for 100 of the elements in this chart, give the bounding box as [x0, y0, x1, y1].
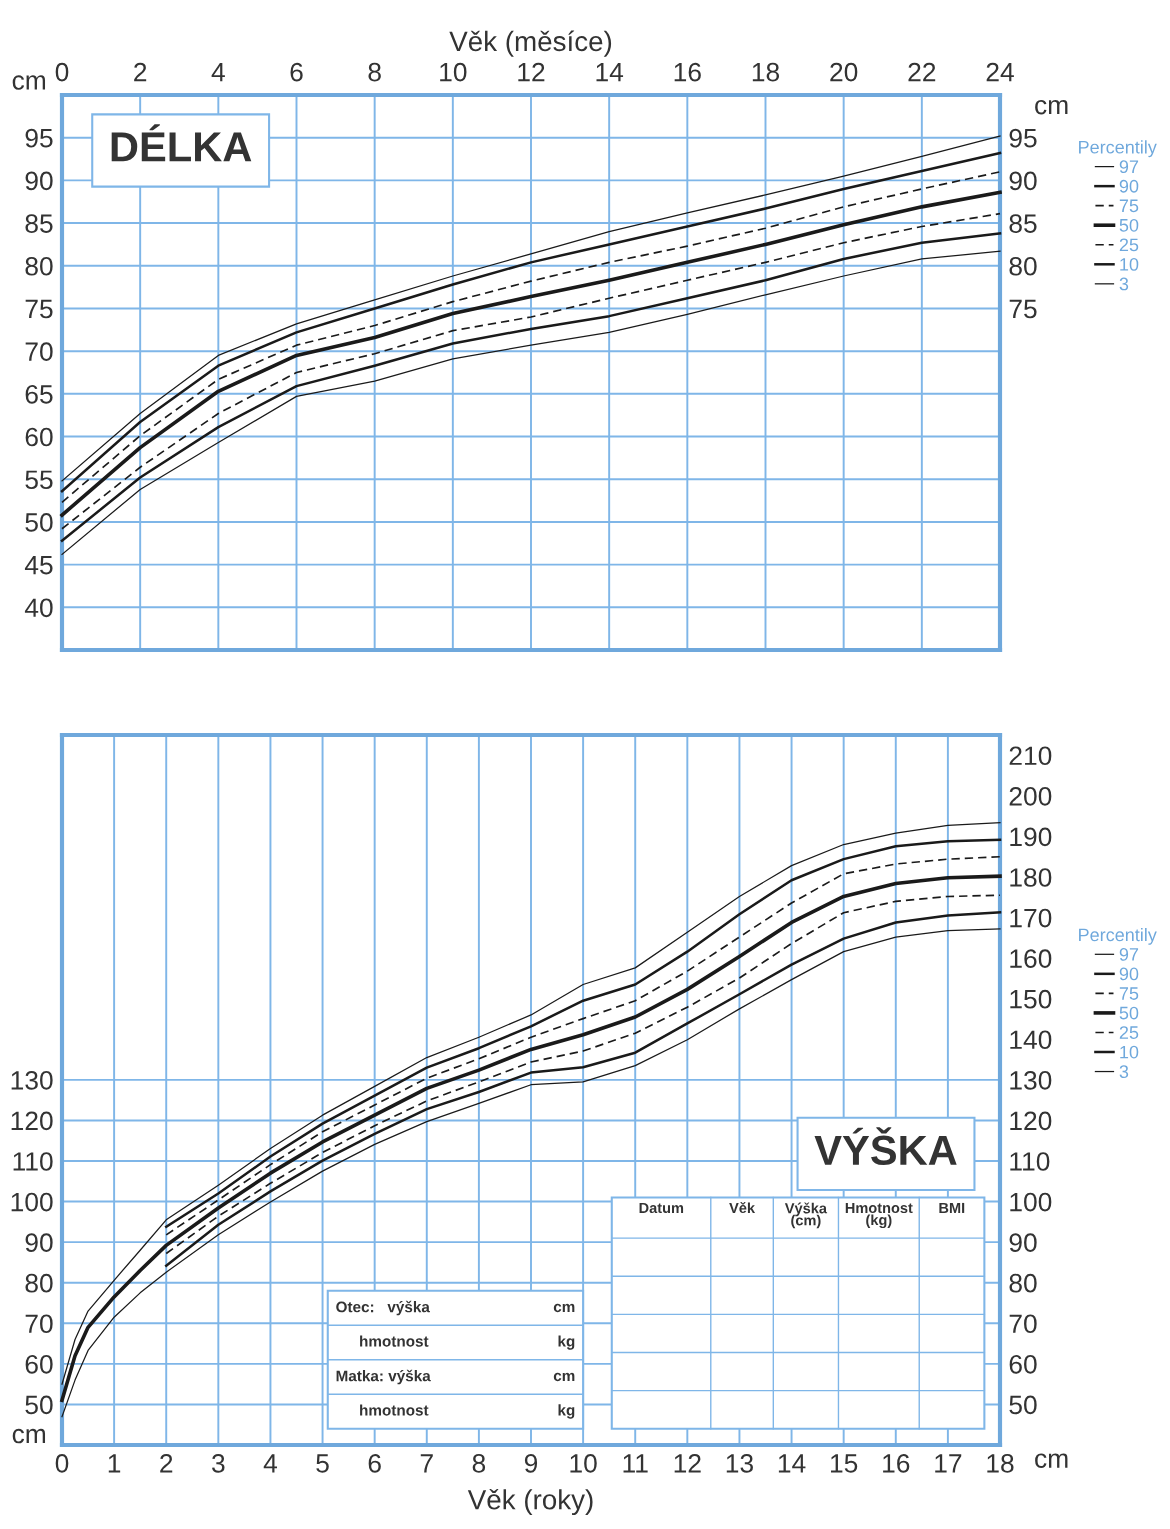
y-axis-title: cm: [12, 1428, 46, 1444]
y-tick-label: 70: [25, 1314, 53, 1334]
x-tick-label: 6: [290, 62, 303, 82]
legend-label: 97: [1119, 160, 1139, 174]
x-tick-label: 1: [108, 1454, 121, 1473]
x-tick-label: 24: [986, 62, 1014, 82]
x-tick-label: 14: [596, 63, 624, 82]
y-tick-label: 100: [11, 1192, 53, 1212]
x-tick-label: 8: [368, 62, 381, 82]
y2-tick-label: 95: [1009, 128, 1037, 148]
annotation: Věk: [729, 1202, 756, 1214]
y2-tick-label: 80: [1009, 256, 1037, 276]
legend-label: 75: [1119, 987, 1139, 1000]
annotation: cm: [553, 1303, 575, 1313]
legend-label: 10: [1120, 258, 1139, 271]
x-tick-label: 11: [623, 1454, 648, 1473]
x-tick-label: 15: [831, 1454, 858, 1473]
x-tick-label: 18: [752, 62, 780, 82]
y-tick-label: 75: [25, 299, 53, 319]
y2-tick-label: 90: [1009, 171, 1037, 191]
x-tick-label: 8: [472, 1454, 486, 1473]
annotation: BMI: [939, 1202, 965, 1213]
legend-label: 97: [1119, 948, 1139, 961]
y2-tick-label: 85: [1009, 214, 1037, 233]
x-tick-label: 9: [524, 1454, 538, 1473]
x-tick-label: 10: [440, 62, 467, 82]
annotation: Výška (cm): [784, 1202, 828, 1229]
annotation: kg: [558, 1404, 575, 1419]
y2-tick-label: 100: [1010, 1192, 1052, 1212]
y-tick-label: 120: [11, 1111, 53, 1131]
x-tick-label: 5: [316, 1454, 329, 1473]
y2-tick-label: 190: [1010, 827, 1052, 847]
y-tick-label: 55: [25, 470, 53, 490]
y-tick-label: 40: [24, 598, 53, 618]
y-tick-label: 110: [13, 1152, 53, 1171]
x-tick-label: 22: [908, 62, 936, 82]
y-tick-label: 90: [25, 1233, 53, 1252]
y-tick-label: 85: [25, 214, 53, 233]
y-tick-label: 80: [25, 1273, 53, 1293]
legend-label: 50: [1119, 218, 1139, 232]
x-tick-label: 14: [778, 1454, 806, 1473]
x-tick-label: 18: [987, 1454, 1014, 1473]
x-tick-label: 4: [211, 63, 225, 82]
y-tick-label: 90: [25, 171, 53, 191]
x-tick-label: 2: [134, 62, 147, 82]
x-tick-label: 4: [263, 1454, 278, 1473]
legend-label: 3: [1119, 277, 1129, 291]
y2-tick-label: 120: [1010, 1111, 1052, 1131]
x-axis-title: Věk (měsíce): [449, 30, 612, 57]
y2-tick-label: 60: [1009, 1354, 1037, 1374]
x-tick-label: 13: [726, 1454, 753, 1473]
legend-label: 25: [1119, 238, 1139, 252]
annotation: Otec: výška: [336, 1300, 430, 1316]
text: VÝŠKA: [814, 1127, 957, 1166]
x-tick-label: 6: [368, 1454, 381, 1473]
y2-tick-label: 180: [1010, 868, 1052, 887]
annotation: hmotnost: [360, 1404, 429, 1416]
x-tick-label: 17: [935, 1454, 962, 1473]
y-tick-label: 50: [25, 1395, 53, 1415]
legend-label: 75: [1119, 199, 1139, 213]
x-tick-label: 0: [55, 62, 69, 82]
annotation: kg: [558, 1335, 575, 1350]
y-tick-label: 80: [25, 256, 53, 276]
annotation: Hmotnost (kg): [845, 1202, 913, 1229]
legend-label: 25: [1119, 1026, 1139, 1039]
y2-tick-label: 140: [1010, 1030, 1052, 1050]
legend-label: 10: [1120, 1045, 1139, 1059]
annotation: hmotnost: [360, 1335, 429, 1347]
y2-tick-label: 130: [1010, 1070, 1052, 1090]
legend-label: 90: [1119, 179, 1139, 193]
y2-tick-label: 200: [1009, 786, 1052, 806]
y2-tick-label: 110: [1010, 1152, 1050, 1171]
text: DÉLKA: [111, 124, 252, 162]
y-tick-label: 60: [25, 427, 53, 447]
y-tick-label: 95: [25, 128, 53, 148]
y2-tick-label: 70: [1009, 1314, 1037, 1334]
x-tick-label: 7: [420, 1454, 433, 1473]
x-tick-label: 0: [55, 1454, 69, 1473]
x-tick-label: 10: [570, 1454, 597, 1473]
y-axis-title: cm: [12, 75, 46, 90]
x-tick-label: 3: [212, 1454, 225, 1473]
x-tick-label: 16: [883, 1454, 910, 1473]
legend-title: Percentily: [1079, 140, 1157, 158]
y2-tick-label: 210: [1009, 746, 1052, 766]
annotation: Datum: [639, 1202, 684, 1214]
y-tick-label: 130: [11, 1070, 53, 1090]
annotation: cm: [553, 1372, 575, 1382]
annotation: Matka: výška: [336, 1369, 431, 1385]
y2-tick-label: 90: [1009, 1233, 1037, 1252]
y-tick-label: 60: [25, 1354, 53, 1374]
x-tick-label: 16: [674, 62, 701, 82]
y2-tick-label: 50: [1009, 1395, 1037, 1415]
y2-tick-label: 80: [1009, 1273, 1037, 1293]
y2-tick-label: 160: [1010, 949, 1052, 968]
y-tick-label: 65: [25, 384, 53, 404]
y2-tick-label: 75: [1009, 299, 1037, 319]
x-tick-label: 12: [674, 1454, 701, 1473]
x-tick-label: 2: [160, 1454, 173, 1473]
y-tick-label: 50: [25, 513, 53, 532]
x-axis-title: Věk (roky): [467, 1489, 593, 1516]
